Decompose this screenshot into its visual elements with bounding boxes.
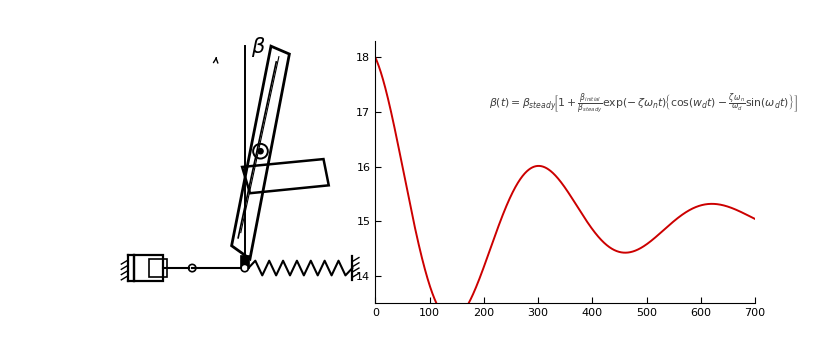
Bar	[134, 255, 164, 281]
Text: $\beta(t)=\beta_{steady}\!\left[1+\frac{\beta_{initial}}{\beta_{steady}}\exp(-\,: $\beta(t)=\beta_{steady}\!\left[1+\frac{…	[489, 91, 799, 116]
Circle shape	[241, 264, 248, 272]
Bar	[240, 255, 249, 268]
Circle shape	[258, 149, 263, 154]
Circle shape	[189, 264, 195, 272]
Text: $\beta$: $\beta$	[252, 35, 266, 59]
Bar	[149, 259, 167, 277]
